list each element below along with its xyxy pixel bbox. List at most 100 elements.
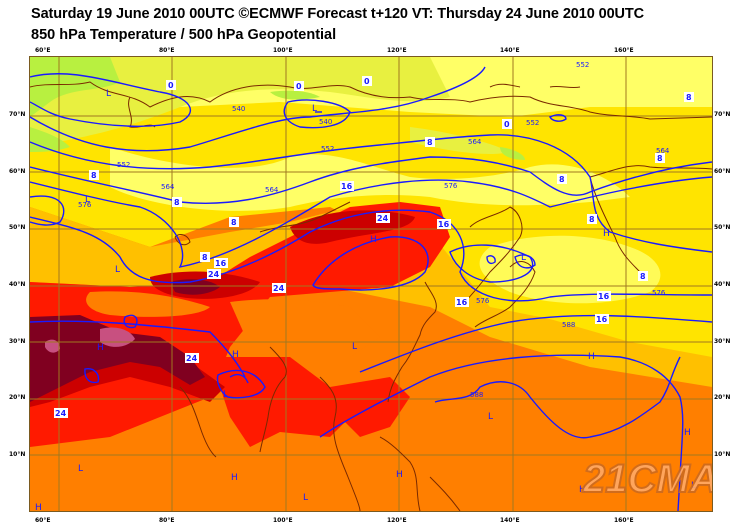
svg-text:L: L: [106, 89, 111, 99]
watermark-21cma: 21CMA: [582, 457, 712, 501]
temp-band-20-24: [210, 357, 350, 447]
svg-text:0: 0: [504, 120, 510, 129]
temp-band-16-20: [86, 291, 210, 317]
lat-tick-left: 40°N: [9, 281, 26, 288]
svg-text:8: 8: [427, 138, 433, 147]
svg-text:L: L: [488, 412, 493, 422]
lon-tick-bottom: 80°E: [159, 517, 175, 524]
svg-text:8: 8: [657, 154, 663, 163]
svg-text:L: L: [691, 481, 696, 491]
svg-text:8: 8: [686, 93, 692, 102]
lat-tick-right: 40°N: [714, 281, 731, 288]
svg-text:8: 8: [589, 215, 595, 224]
svg-text:8: 8: [231, 218, 237, 227]
weather-map: 0 0 0 0 8 8 8 8 8 8 8 8 8 8 16 16 16 16 …: [29, 56, 713, 512]
lon-tick-bottom: 120°E: [387, 517, 407, 524]
geopotential-labels: 540 540 552 552 552 552 564 564 564 564 …: [78, 61, 670, 399]
svg-text:L: L: [352, 342, 357, 352]
lat-tick-left: 30°N: [9, 338, 26, 345]
lat-tick-right: 10°N: [714, 451, 731, 458]
svg-text:24: 24: [377, 214, 389, 223]
svg-text:H: H: [370, 235, 377, 245]
svg-text:16: 16: [598, 292, 610, 301]
svg-text:552: 552: [117, 161, 130, 169]
svg-text:552: 552: [576, 61, 589, 69]
svg-text:588: 588: [562, 321, 575, 329]
temp-band-16-20: [230, 299, 380, 357]
svg-text:H: H: [35, 503, 42, 511]
temp-band-below-0: [270, 90, 320, 100]
svg-text:540: 540: [232, 105, 245, 113]
svg-text:8: 8: [202, 253, 208, 262]
svg-text:L: L: [85, 195, 90, 205]
svg-text:H: H: [684, 428, 691, 438]
lon-tick-top: 100°E: [273, 47, 293, 54]
pressure-centers: L L H L H H L H L L L H L H L H H L H H …: [35, 89, 696, 511]
lat-tick-right: 60°N: [714, 168, 731, 175]
svg-text:564: 564: [161, 183, 175, 191]
coastlines: [30, 81, 712, 511]
temperature-labels: 0 0 0 0 8 8 8 8 8 8 8 8 8 8 16 16 16 16 …: [54, 76, 694, 418]
lat-tick-left: 50°N: [9, 224, 26, 231]
svg-text:L: L: [223, 390, 228, 400]
svg-text:576: 576: [78, 201, 92, 209]
lat-lon-grid: [30, 57, 712, 511]
temp-band-0-4: [410, 127, 510, 154]
lat-tick-right: 20°N: [714, 394, 731, 401]
lat-tick-left: 60°N: [9, 168, 26, 175]
svg-text:576: 576: [652, 289, 666, 297]
geopotential-contours: [30, 66, 712, 511]
svg-text:564: 564: [656, 147, 670, 155]
svg-text:16: 16: [438, 220, 450, 229]
lat-tick-left: 10°N: [9, 451, 26, 458]
svg-text:24: 24: [186, 354, 198, 363]
svg-text:8: 8: [174, 198, 180, 207]
svg-text:L: L: [312, 104, 317, 114]
svg-text:16: 16: [341, 182, 353, 191]
lon-tick-bottom: 160°E: [614, 517, 634, 524]
temp-band-28-32: [30, 315, 205, 402]
svg-text:16: 16: [456, 298, 468, 307]
svg-text:0: 0: [168, 81, 174, 90]
svg-text:L: L: [303, 493, 308, 503]
lon-tick-top: 80°E: [159, 47, 175, 54]
svg-text:0: 0: [296, 82, 302, 91]
lon-tick-top: 160°E: [614, 47, 634, 54]
lat-tick-right: 50°N: [714, 224, 731, 231]
svg-text:L: L: [115, 265, 120, 275]
svg-text:0: 0: [364, 77, 370, 86]
svg-text:576: 576: [476, 297, 490, 305]
temp-band-4-8: [110, 147, 630, 211]
svg-text:576: 576: [444, 182, 458, 190]
svg-text:16: 16: [215, 259, 227, 268]
svg-text:16: 16: [596, 315, 608, 324]
svg-text:H: H: [97, 343, 104, 353]
svg-text:552: 552: [526, 119, 539, 127]
lon-tick-top: 120°E: [387, 47, 407, 54]
lon-tick-bottom: 60°E: [35, 517, 51, 524]
svg-text:24: 24: [273, 284, 285, 293]
lat-tick-right: 70°N: [714, 111, 731, 118]
chart-title-line-1: Saturday 19 June 2010 00UTC ©ECMWF Forec…: [31, 6, 645, 22]
svg-text:L: L: [78, 464, 83, 474]
svg-text:552: 552: [321, 145, 334, 153]
svg-text:H: H: [603, 229, 610, 239]
chart-title-line-2: 850 hPa Temperature / 500 hPa Geopotenti…: [31, 27, 337, 43]
lat-tick-left: 70°N: [9, 111, 26, 118]
svg-text:8: 8: [91, 171, 97, 180]
map-canvas: 0 0 0 0 8 8 8 8 8 8 8 8 8 8 16 16 16 16 …: [30, 57, 712, 511]
svg-text:540: 540: [319, 118, 332, 126]
svg-text:H: H: [231, 473, 238, 483]
lon-tick-bottom: 100°E: [273, 517, 293, 524]
svg-text:H: H: [396, 470, 403, 480]
svg-text:H: H: [579, 485, 586, 495]
svg-text:H: H: [588, 352, 595, 362]
lat-tick-right: 30°N: [714, 338, 731, 345]
svg-text:H: H: [232, 350, 239, 360]
temp-band-below-0: [30, 57, 120, 117]
svg-text:564: 564: [265, 186, 279, 194]
lon-tick-bottom: 140°E: [500, 517, 520, 524]
svg-text:L: L: [521, 253, 526, 263]
svg-text:588: 588: [470, 391, 483, 399]
lon-tick-top: 140°E: [500, 47, 520, 54]
